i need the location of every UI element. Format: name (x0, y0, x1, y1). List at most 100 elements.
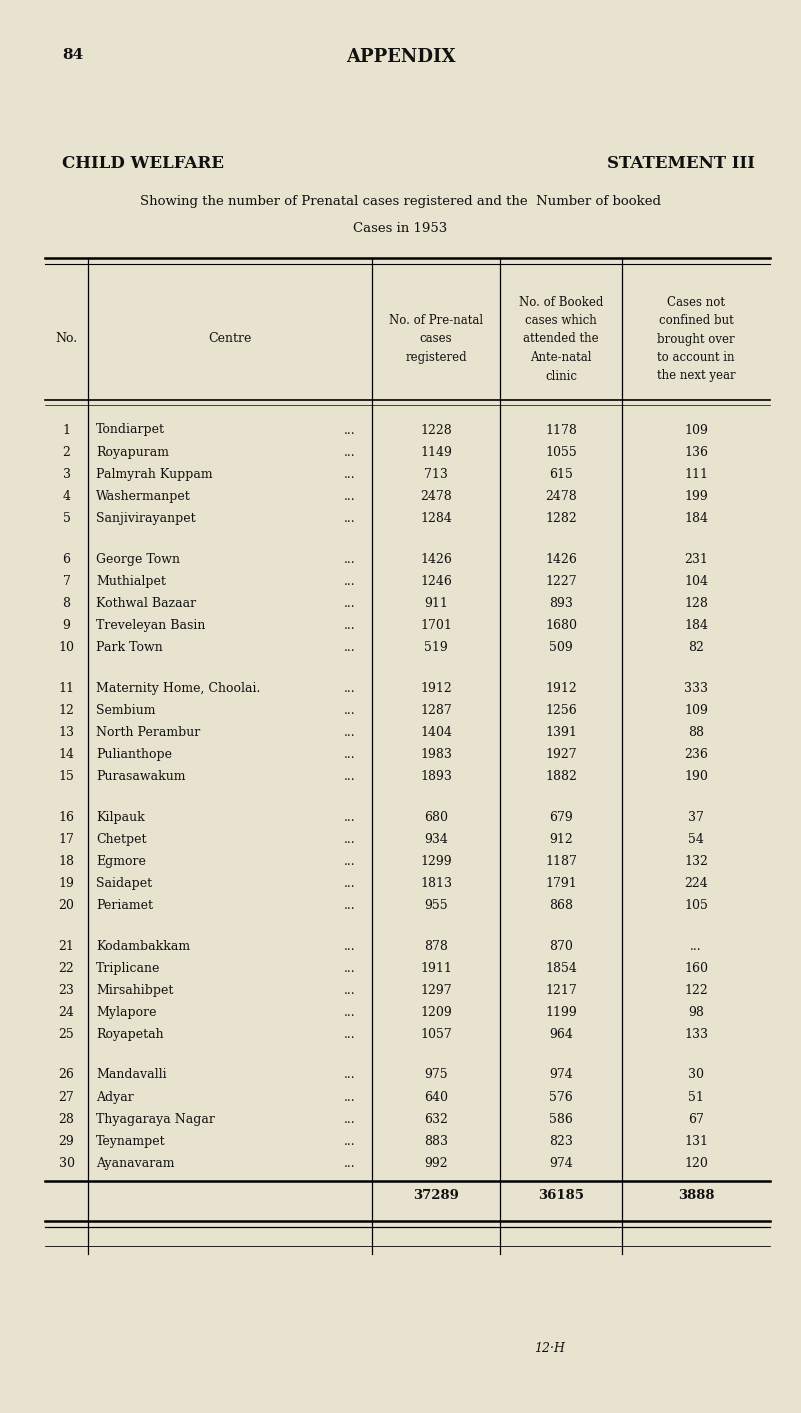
Text: 236: 236 (684, 747, 708, 762)
Text: ...: ... (344, 468, 356, 480)
Text: Purasawakum: Purasawakum (96, 770, 186, 783)
Text: 19: 19 (58, 877, 74, 890)
Text: 1813: 1813 (420, 877, 452, 890)
Text: 1187: 1187 (545, 855, 577, 868)
Text: Triplicane: Triplicane (96, 962, 160, 975)
Text: No. of Booked: No. of Booked (519, 295, 603, 308)
Text: Mirsahibpet: Mirsahibpet (96, 983, 173, 998)
Text: 10: 10 (58, 642, 74, 654)
Text: No.: No. (55, 332, 78, 346)
Text: ...: ... (344, 575, 356, 588)
Text: ...: ... (344, 1157, 356, 1170)
Text: 131: 131 (684, 1135, 708, 1149)
Text: 14: 14 (58, 747, 74, 762)
Text: No. of Pre-natal: No. of Pre-natal (389, 314, 483, 326)
Text: 1701: 1701 (420, 619, 452, 632)
Text: 576: 576 (549, 1091, 573, 1104)
Text: 640: 640 (424, 1091, 448, 1104)
Text: 122: 122 (684, 983, 708, 998)
Text: 1284: 1284 (420, 513, 452, 526)
Text: 26: 26 (58, 1068, 74, 1081)
Text: 1227: 1227 (545, 575, 577, 588)
Text: 1404: 1404 (420, 726, 452, 739)
Text: Maternity Home, Choolai.: Maternity Home, Choolai. (96, 681, 260, 695)
Text: 893: 893 (549, 596, 573, 610)
Text: 1680: 1680 (545, 619, 577, 632)
Text: 25: 25 (58, 1029, 74, 1041)
Text: 883: 883 (424, 1135, 448, 1149)
Text: 224: 224 (684, 877, 708, 890)
Text: 5: 5 (62, 513, 70, 526)
Text: 1256: 1256 (545, 704, 577, 716)
Text: 184: 184 (684, 513, 708, 526)
Text: Royapuram: Royapuram (96, 445, 169, 459)
Text: 11: 11 (58, 681, 74, 695)
Text: Cases in 1953: Cases in 1953 (353, 222, 448, 235)
Text: ...: ... (344, 1029, 356, 1041)
Text: Teynampet: Teynampet (96, 1135, 166, 1149)
Text: ...: ... (344, 513, 356, 526)
Text: 632: 632 (424, 1113, 448, 1126)
Text: 1297: 1297 (421, 983, 452, 998)
Text: 519: 519 (424, 642, 448, 654)
Text: 199: 199 (684, 490, 708, 503)
Text: 27: 27 (58, 1091, 74, 1104)
Text: 615: 615 (549, 468, 573, 480)
Text: 20: 20 (58, 899, 74, 913)
Text: 992: 992 (425, 1157, 448, 1170)
Text: 974: 974 (549, 1068, 573, 1081)
Text: 1246: 1246 (420, 575, 452, 588)
Text: ...: ... (344, 1068, 356, 1081)
Text: Park Town: Park Town (96, 642, 163, 654)
Text: 1287: 1287 (421, 704, 452, 716)
Text: 184: 184 (684, 619, 708, 632)
Text: 98: 98 (688, 1006, 704, 1019)
Text: Kothwal Bazaar: Kothwal Bazaar (96, 596, 196, 610)
Text: ...: ... (344, 770, 356, 783)
Text: 111: 111 (684, 468, 708, 480)
Text: 136: 136 (684, 445, 708, 459)
Text: ...: ... (344, 726, 356, 739)
Text: ...: ... (344, 747, 356, 762)
Text: 1057: 1057 (421, 1029, 452, 1041)
Text: 37289: 37289 (413, 1190, 459, 1202)
Text: 1282: 1282 (545, 513, 577, 526)
Text: 2478: 2478 (545, 490, 577, 503)
Text: 1911: 1911 (420, 962, 452, 975)
Text: 109: 109 (684, 704, 708, 716)
Text: Centre: Centre (208, 332, 252, 346)
Text: ...: ... (344, 855, 356, 868)
Text: Ayanavaram: Ayanavaram (96, 1157, 175, 1170)
Text: 37: 37 (688, 811, 704, 824)
Text: 1912: 1912 (421, 681, 452, 695)
Text: Kodambakkam: Kodambakkam (96, 940, 190, 952)
Text: Washermanpet: Washermanpet (96, 490, 191, 503)
Text: 1791: 1791 (545, 877, 577, 890)
Text: 912: 912 (549, 832, 573, 846)
Text: 22: 22 (58, 962, 74, 975)
Text: 1178: 1178 (545, 424, 577, 437)
Text: 1983: 1983 (420, 747, 452, 762)
Text: ...: ... (344, 877, 356, 890)
Text: Royapetah: Royapetah (96, 1029, 163, 1041)
Text: ...: ... (344, 940, 356, 952)
Text: 509: 509 (549, 642, 573, 654)
Text: registered: registered (405, 350, 467, 365)
Text: ...: ... (344, 704, 356, 716)
Text: ...: ... (344, 1091, 356, 1104)
Text: Sembium: Sembium (96, 704, 155, 716)
Text: the next year: the next year (657, 370, 735, 383)
Text: Palmyrah Kuppam: Palmyrah Kuppam (96, 468, 212, 480)
Text: ...: ... (344, 490, 356, 503)
Text: 9: 9 (62, 619, 70, 632)
Text: ...: ... (344, 832, 356, 846)
Text: 128: 128 (684, 596, 708, 610)
Text: ...: ... (344, 681, 356, 695)
Text: APPENDIX: APPENDIX (346, 48, 455, 66)
Text: 84: 84 (62, 48, 83, 62)
Text: Sanjivirayanpet: Sanjivirayanpet (96, 513, 195, 526)
Text: Cases not: Cases not (667, 295, 725, 308)
Text: ...: ... (344, 1135, 356, 1149)
Text: 3: 3 (62, 468, 70, 480)
Text: 680: 680 (424, 811, 448, 824)
